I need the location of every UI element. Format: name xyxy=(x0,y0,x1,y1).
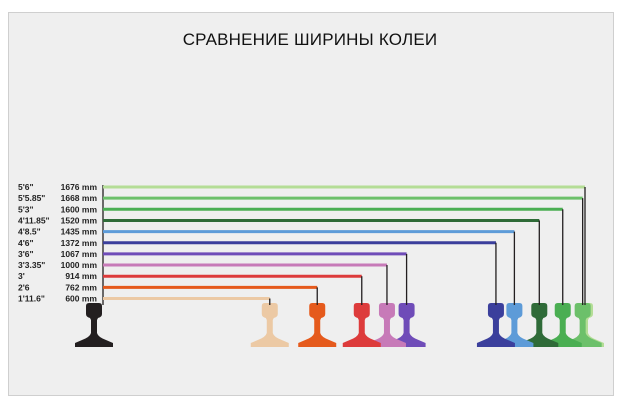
gauge-label-imperial: 5'3" xyxy=(18,204,34,214)
gauge-label-imperial: 5'5.85" xyxy=(18,193,45,203)
rail-1067mm-shape xyxy=(387,303,426,347)
rail-1372mm-shape xyxy=(476,303,515,347)
rail-1520mm-shape xyxy=(520,303,559,347)
rail-1435mm-shape xyxy=(495,303,534,347)
reference-rail-shape xyxy=(75,303,113,347)
gauge-label-metric: 1067 mm xyxy=(61,249,98,259)
gauge-label-metric: 1600 mm xyxy=(61,204,98,214)
rail-1067mm xyxy=(387,303,426,347)
diagram-title: СРАВНЕНИЕ ШИРИНЫ КОЛЕИ xyxy=(182,30,438,49)
gauge-label-imperial: 4'6" xyxy=(18,238,34,248)
gauge-label-imperial: 4'11.85" xyxy=(18,215,50,225)
rail-1668mm xyxy=(563,303,602,347)
gauge-label-imperial: 3'6" xyxy=(18,249,34,259)
gauge-label-metric: 762 mm xyxy=(65,282,97,292)
rail-1000mm-shape xyxy=(367,303,406,347)
gauge-label-metric: 1668 mm xyxy=(61,193,98,203)
rail-1600mm xyxy=(543,303,582,347)
gauge-label-imperial: 2'6 xyxy=(18,282,30,292)
rail-914mm xyxy=(342,303,381,347)
rail-914mm-shape xyxy=(342,303,381,347)
gauge-label-imperial: 3' xyxy=(18,271,25,281)
rail-1435mm xyxy=(495,303,534,347)
rail-600mm-shape xyxy=(250,303,289,347)
gauge-label-metric: 1435 mm xyxy=(61,227,98,237)
rail-762mm-shape xyxy=(298,303,337,347)
gauge-label-imperial: 4'8.5" xyxy=(18,227,41,237)
rail-762mm xyxy=(298,303,337,347)
reference-rail xyxy=(75,303,113,347)
gauge-label-imperial: 5'6" xyxy=(18,182,34,192)
rail-1668mm-shape xyxy=(563,303,602,347)
gauge-label-metric: 1676 mm xyxy=(61,182,98,192)
gauge-label-metric: 600 mm xyxy=(65,294,97,304)
gauge-label-metric: 1520 mm xyxy=(61,215,98,225)
rail-1372mm xyxy=(476,303,515,347)
rail-1520mm xyxy=(520,303,559,347)
gauge-label-metric: 1000 mm xyxy=(61,260,98,270)
gauge-label-imperial: 3'3.35" xyxy=(18,260,45,270)
gauge-label-imperial: 1'11.6" xyxy=(18,294,45,304)
gauge-label-metric: 914 mm xyxy=(65,271,97,281)
gauge-label-metric: 1372 mm xyxy=(61,238,98,248)
rail-1600mm-shape xyxy=(543,303,582,347)
rail-1000mm xyxy=(367,303,406,347)
rail-600mm xyxy=(250,303,289,347)
